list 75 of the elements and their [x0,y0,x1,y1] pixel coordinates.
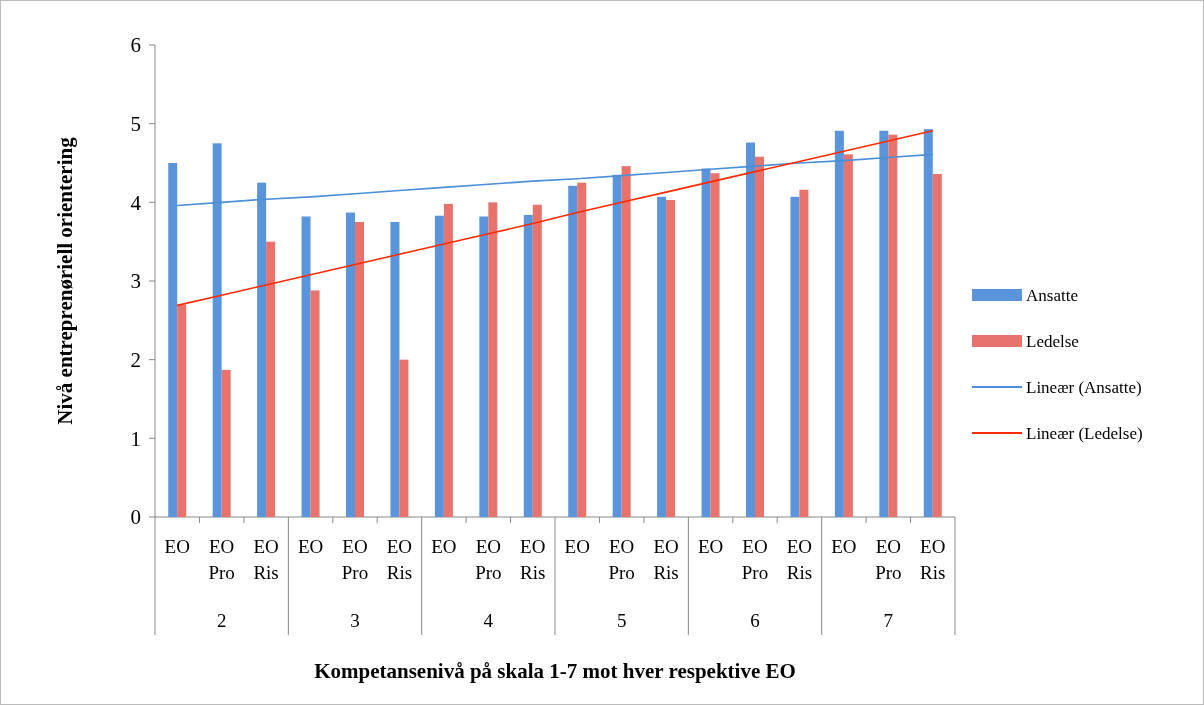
y-tick-label: 1 [130,426,141,451]
bar [879,130,889,517]
bar [212,143,222,517]
x-tick-label: EO [431,536,457,557]
bar [888,134,898,517]
bar [346,212,355,517]
bar [390,222,400,517]
x-tick-label: EO [164,536,190,557]
x-tick-label: EO Ris [786,536,813,583]
bar [443,203,453,517]
bar [710,173,720,517]
x-tick-label: EO Ris [386,536,413,583]
text: 4 [483,610,494,631]
x-tick-label: EO [297,536,324,557]
y-tick-label: 0 [130,505,141,530]
bar [568,185,578,517]
bar [755,156,764,517]
y-tick-label: 6 [130,33,141,58]
bar [266,241,276,517]
bar [177,304,187,517]
line-series [176,153,934,207]
x-tick-label: EO Pro [475,536,502,583]
x-tick-label: EO Ris [920,536,946,583]
bar [399,359,409,517]
bar [523,214,533,517]
y-axis-title: Nivå entreprenøriell orientering [53,136,77,425]
x-tick-label: EO Pro [741,536,769,583]
x-tick-label: EO [831,536,857,557]
y-tick-label: 5 [130,112,141,137]
text: 2 [216,610,227,631]
bar [621,166,631,517]
bar [923,129,933,517]
x-tick-label: EO Ris [653,536,679,583]
bar [301,216,311,517]
text: 3 [350,610,360,631]
bar [666,199,676,517]
x-tick-label: EO Ris [253,536,279,583]
legend-label: Lineær (Ledelse) [1026,423,1143,443]
bar [488,202,498,517]
x-tick-label: EO Pro [875,536,902,583]
bar [657,196,667,517]
x-tick-label: EO [697,536,724,557]
bar [799,189,809,517]
x-tick-label: EO [564,536,590,557]
text: 6 [750,610,760,631]
bar [932,174,942,517]
bar [701,168,711,517]
bar [746,142,755,517]
x-tick-label: EO Pro [608,536,635,583]
x-tick-label: EO Ris [520,536,546,583]
y-tick-label: 3 [130,269,141,294]
bar [612,174,622,517]
legend-label: Ansatte [1026,285,1078,305]
bar [479,216,489,517]
y-tick-label: 4 [130,190,142,215]
bar [355,222,364,517]
bar [310,290,320,517]
bar [577,182,587,517]
bar [434,215,444,517]
bar [532,204,542,517]
text: 7 [883,610,894,631]
x-tick-label: EO Pro [208,536,235,583]
legend-label: Ledelse [1026,331,1079,351]
legend-label: Lineær (Ansatte) [1026,377,1142,397]
text: 5 [616,610,627,631]
bar [843,154,853,517]
bar [168,163,178,517]
y-tick-label: 2 [130,348,141,373]
bar [221,369,231,517]
bar [834,130,844,517]
x-tick-label: EO Pro [341,536,369,583]
x-axis-title: Kompetansenivå på skala 1-7 mot hver respektive EO [314,659,796,683]
line-series [176,129,934,307]
bar [257,182,267,517]
bar [790,196,800,517]
